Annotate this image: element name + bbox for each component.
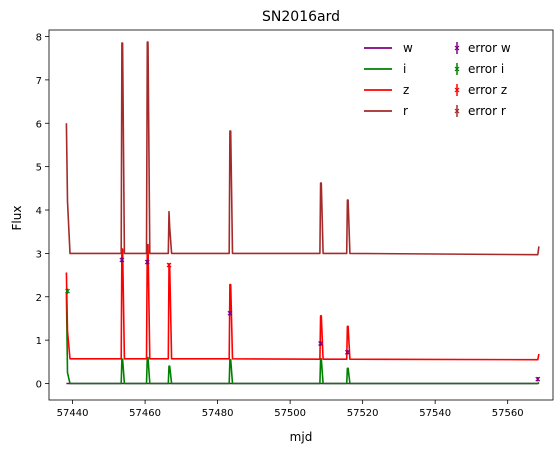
legend-label-w: w (403, 41, 413, 55)
legend-label-error-z: error z (468, 83, 507, 97)
x-tick-label: 57460 (129, 408, 161, 419)
error-w-point (318, 341, 324, 347)
legend-label-error-i: error i (468, 62, 504, 76)
y-tick-label: 5 (36, 163, 42, 174)
legend-label-r: r (403, 104, 408, 118)
x-tick-label: 57440 (57, 408, 89, 419)
x-axis-label: mjd (290, 430, 313, 444)
error-i-point (65, 288, 70, 294)
y-tick-label: 7 (36, 76, 42, 87)
error-w-point (227, 310, 233, 316)
plot-area (65, 41, 541, 385)
error-z-point (166, 262, 172, 268)
y-tick-label: 6 (36, 119, 42, 130)
axes-frame (48, 29, 554, 401)
error-w-point (344, 349, 350, 355)
legend-label-z: z (403, 83, 409, 97)
y-axis-label: Flux (10, 206, 24, 231)
y-tick-label: 1 (36, 336, 42, 347)
error-w-point (535, 376, 541, 382)
legend-label-error-w: error w (468, 41, 511, 55)
x-tick-label: 57480 (202, 408, 234, 419)
error-z-marker (166, 262, 172, 268)
x-tick-label: 57500 (274, 408, 306, 419)
error-w-marker (535, 376, 541, 382)
error-w-marker (344, 349, 350, 355)
legend-label-i: i (403, 62, 406, 76)
error-w-marker (119, 257, 125, 263)
legend-marker-error-i (454, 66, 460, 72)
series-line-i (65, 292, 540, 385)
legend-marker-error-z (454, 87, 460, 93)
chart-title: SN2016ard (262, 9, 340, 25)
error-i-marker (65, 288, 70, 294)
series-line-r (65, 41, 540, 256)
y-tick-label: 2 (36, 293, 42, 304)
error-w-point (144, 259, 150, 265)
x-tick-label: 57520 (347, 408, 379, 419)
y-tick-label: 0 (36, 380, 42, 391)
legend-marker-error-w (454, 45, 460, 51)
error-w-marker (227, 310, 233, 316)
legend-marker-error-r (454, 108, 460, 114)
y-tick-label: 8 (36, 33, 42, 44)
error-w-point (119, 257, 125, 263)
series-line-z (65, 243, 540, 361)
error-w-marker (144, 259, 150, 265)
x-tick-label: 57560 (492, 408, 524, 419)
x-tick-label: 57540 (419, 408, 451, 419)
y-tick-label: 4 (36, 206, 42, 217)
y-tick-label: 3 (36, 249, 42, 260)
axes: 57440 57460 57480 57500 57520 57540 57560 0 1 2 3 4… (36, 29, 554, 419)
legend-label-error-r: error r (468, 104, 506, 118)
error-w-marker (318, 341, 324, 347)
